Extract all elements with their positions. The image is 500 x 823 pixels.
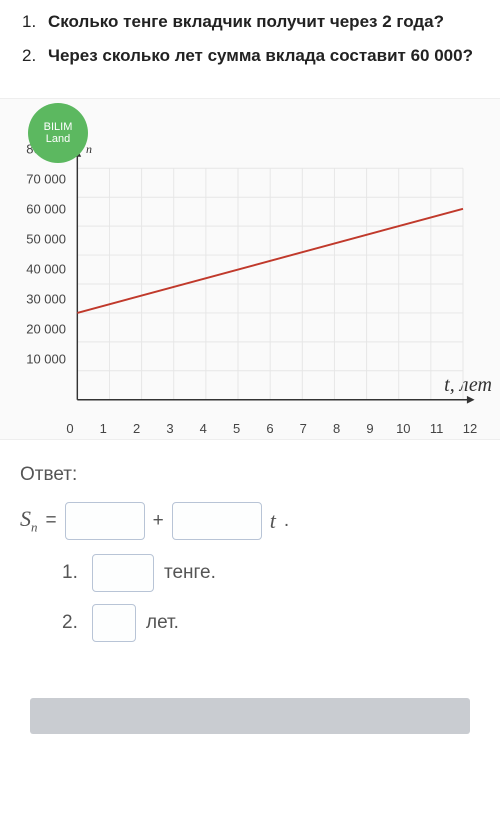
answer-2-suffix: лет. (146, 612, 179, 634)
x-tick-label: 9 (366, 421, 373, 436)
formula-plus: + (153, 510, 164, 532)
answer-label: Ответ: (20, 464, 480, 486)
question-1-num: 1. (22, 10, 36, 34)
x-tick-label: 11 (430, 421, 444, 436)
y-tick-label: 10 000 (26, 351, 66, 366)
x-tick-label: 0 (66, 421, 73, 436)
formula-input-a[interactable] (65, 502, 145, 540)
question-1-text: Сколько тенге вкладчик получит через 2 г… (48, 12, 444, 31)
y-ticks: 80 00070 00060 00050 00040 00030 00020 0… (18, 149, 66, 389)
submit-button[interactable] (30, 698, 470, 734)
formula-lhs-n: n (31, 519, 38, 534)
x-tick-label: 1 (100, 421, 107, 436)
y-tick-label: 70 000 (26, 171, 66, 186)
y-tick-label: 30 000 (26, 291, 66, 306)
chart-container: BILIM Land Sn t, лет 80 00070 00060 0005… (0, 98, 500, 440)
bilim-badge: BILIM Land (28, 103, 88, 163)
questions-list: 1. Сколько тенге вкладчик получит через … (0, 0, 500, 98)
x-tick-label: 5 (233, 421, 240, 436)
y-tick-label: 20 000 (26, 321, 66, 336)
x-tick-label: 12 (463, 421, 477, 436)
answer-item-1: 1. тенге. (62, 554, 480, 592)
question-2-text: Через сколько лет сумма вклада составит … (48, 46, 473, 65)
answer-1-idx: 1. (62, 562, 82, 584)
x-tick-label: 7 (300, 421, 307, 436)
x-tick-label: 4 (200, 421, 207, 436)
badge-line2: Land (46, 133, 70, 145)
formula-lhs-s: S (20, 506, 31, 531)
formula-dot: . (284, 510, 289, 532)
question-2-num: 2. (22, 44, 36, 68)
x-tick-label: 8 (333, 421, 340, 436)
y-tick-label: 50 000 (26, 231, 66, 246)
formula-equals: = (46, 510, 57, 532)
chart-svg (70, 149, 480, 419)
question-2: 2. Через сколько лет сумма вклада состав… (48, 44, 480, 68)
answer-section: Ответ: Sn = + t. 1. тенге. 2. лет. (0, 440, 500, 678)
y-tick-label: 40 000 (26, 261, 66, 276)
x-tick-label: 6 (266, 421, 273, 436)
y-tick-label: 60 000 (26, 201, 66, 216)
x-tick-label: 3 (166, 421, 173, 436)
formula-t: t (270, 508, 276, 534)
answer-item-2: 2. лет. (62, 604, 480, 642)
formula-lhs: Sn (20, 506, 38, 535)
x-tick-label: 2 (133, 421, 140, 436)
question-1: 1. Сколько тенге вкладчик получит через … (48, 10, 480, 34)
chart: Sn t, лет 80 00070 00060 00050 00040 000… (70, 149, 470, 419)
badge-line1: BILIM (44, 121, 73, 133)
answer-1-suffix: тенге. (164, 562, 216, 584)
formula-input-b[interactable] (172, 502, 262, 540)
answer-2-input[interactable] (92, 604, 136, 642)
x-tick-label: 10 (396, 421, 410, 436)
formula-row: Sn = + t. (20, 502, 480, 540)
answer-1-input[interactable] (92, 554, 154, 592)
answer-2-idx: 2. (62, 612, 82, 634)
